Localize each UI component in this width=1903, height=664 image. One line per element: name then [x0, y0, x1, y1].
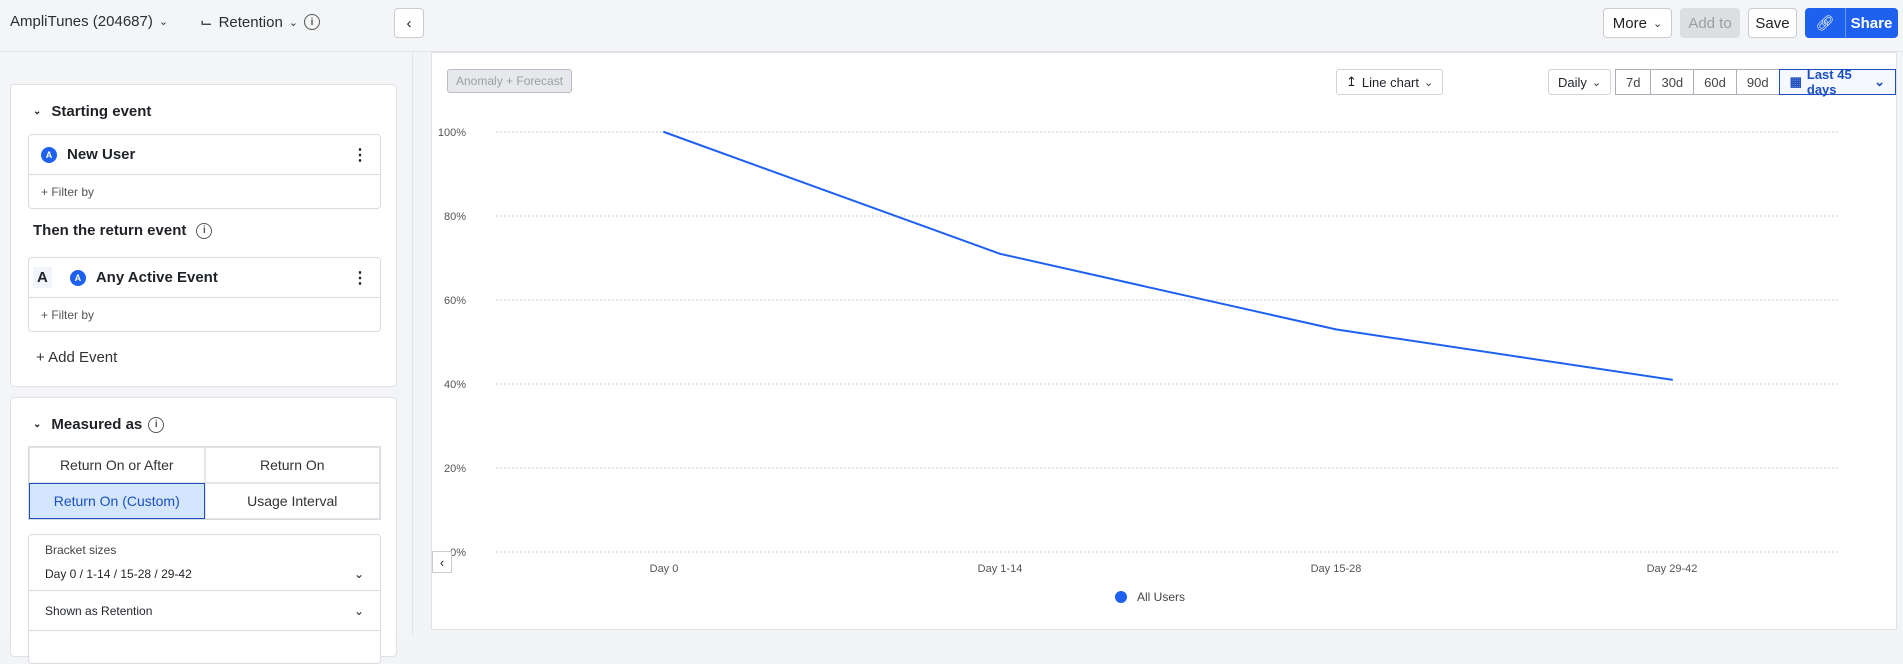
measure-mode-selector: Return On or After Return On Return On (…	[28, 446, 381, 520]
series-line	[663, 131, 1673, 381]
section-title: Starting event	[51, 103, 152, 120]
info-icon[interactable]: i	[196, 222, 213, 239]
option-return-on-or-after[interactable]: Return On or After	[29, 447, 205, 483]
data-point	[1335, 328, 1337, 331]
section-title: Measured as	[51, 416, 143, 433]
y-tick-label: 60%	[444, 295, 466, 307]
y-tick-label: 20%	[444, 463, 466, 475]
chevron-down-icon: ⌄	[1591, 76, 1602, 89]
bracket-value: Day 0 / 1-14 / 15-28 / 29-42	[45, 566, 192, 581]
legend-label[interactable]: All Users	[1137, 590, 1186, 604]
y-tick-label: 80%	[444, 211, 466, 223]
chart-type-value: Line chart	[1361, 74, 1419, 90]
starting-event-box: A New User ⋮ + Filter by	[28, 134, 381, 209]
section-title: Then the return event	[33, 222, 187, 239]
starting-event-header[interactable]: ⌄ Starting event	[33, 103, 151, 120]
y-tick-label: 0%	[450, 547, 466, 559]
chevron-down-icon: ⌄	[158, 16, 169, 28]
amplitude-event-icon: A	[69, 269, 86, 286]
chart-type-selector[interactable]: ⌙ Retention ⌄ i	[200, 13, 321, 31]
amplitude-event-icon: A	[41, 146, 57, 163]
data-point	[1671, 378, 1673, 381]
date-range-selector: 7d 30d 60d 90d ▦ Last 45 days ⌄	[1615, 67, 1896, 97]
event-letter: A	[33, 267, 52, 288]
shown-as-select[interactable]: Shown as Retention ⌄	[29, 591, 380, 631]
retention-icon: ⌙	[200, 14, 213, 31]
info-icon[interactable]: i	[304, 14, 321, 30]
bracket-label: Bracket sizes	[45, 543, 117, 557]
option-return-on[interactable]: Return On	[204, 447, 380, 483]
chevron-down-icon: ⌄	[33, 106, 42, 117]
interval-value: Daily	[1558, 74, 1587, 90]
chart-type-dropdown[interactable]: ↥ Line chart ⌄	[1336, 69, 1444, 95]
save-button[interactable]: Save	[1748, 8, 1797, 38]
chevron-down-icon: ⌄	[1874, 74, 1885, 89]
return-event-header: Then the return event i	[33, 222, 213, 239]
x-tick-label: Day 0	[650, 563, 679, 575]
left-panel: ⌄ Starting event A New User ⋮ + Filter by T…	[0, 52, 413, 664]
filter-by-button[interactable]: + Filter by	[41, 307, 95, 322]
range-label: Last 45 days	[1806, 67, 1852, 97]
range-last-45-days[interactable]: ▦ Last 45 days ⌄	[1778, 67, 1896, 97]
link-icon: 🔗︎	[1815, 15, 1835, 32]
chart-card: Anomaly + Forecast ↥ Line chart ⌄ Daily ⌄ 7…	[431, 52, 1897, 630]
retention-line-chart: 0% 20% 40% 60% 80% 100% Day 0 Day 1-14 Day 15-28…	[438, 127, 1840, 575]
event-name: New User	[67, 146, 136, 163]
bracket-select[interactable]: Day 0 / 1-14 / 15-28 / 29-42 ⌄	[29, 557, 380, 591]
bracket-settings: Bracket sizes Day 0 / 1-14 / 15-28 / 29-…	[28, 534, 381, 664]
chevron-down-icon: ⌄	[353, 603, 364, 618]
chart-type-label: Retention	[218, 13, 283, 31]
more-vertical-icon[interactable]: ⋮	[352, 146, 368, 164]
events-card: ⌄ Starting event A New User ⋮ + Filter by T…	[10, 84, 397, 387]
share-button[interactable]: Share	[1845, 8, 1898, 38]
add-event-button[interactable]: + Add Event	[36, 349, 118, 366]
measured-as-header[interactable]: ⌄ Measured as i	[33, 416, 165, 433]
event-name: Any Active Event	[95, 269, 218, 286]
chevron-down-icon: ⌄	[288, 16, 299, 29]
chevron-left-icon: ‹	[439, 554, 445, 570]
copy-link-button[interactable]: 🔗︎	[1805, 8, 1845, 38]
event-new-user[interactable]: A New User ⋮	[29, 135, 380, 175]
y-tick-label: 40%	[444, 379, 466, 391]
filter-by-button[interactable]: + Filter by	[41, 184, 95, 199]
project-name: AmpliTunes (204687)	[10, 13, 153, 30]
info-icon[interactable]: i	[148, 416, 165, 433]
interval-dropdown[interactable]: Daily ⌄	[1548, 69, 1612, 95]
more-vertical-icon[interactable]: ⋮	[352, 269, 368, 287]
option-return-on-custom[interactable]: Return On (Custom)	[29, 483, 205, 519]
y-tick-label: 100%	[438, 127, 466, 139]
calendar-icon: ▦	[1789, 74, 1802, 89]
x-tick-label: Day 29-42	[1647, 563, 1698, 575]
shown-as-value: Shown as Retention	[45, 603, 153, 618]
chevron-down-icon: ⌄	[353, 566, 364, 581]
chevron-down-icon: ⌄	[33, 419, 42, 430]
option-usage-interval[interactable]: Usage Interval	[204, 483, 380, 519]
chevron-left-icon: ‹	[406, 14, 412, 32]
line-chart-icon: ↥	[1346, 74, 1357, 89]
more-label: More	[1612, 14, 1647, 32]
legend-swatch	[1115, 591, 1127, 603]
data-point	[663, 131, 665, 133]
add-to-button[interactable]: Add to	[1680, 8, 1740, 38]
more-button[interactable]: More ⌄	[1603, 8, 1672, 38]
project-selector[interactable]: AmpliTunes (204687) ⌄	[10, 13, 168, 30]
event-any-active[interactable]: A A Any Active Event ⋮	[29, 258, 380, 298]
chart-scroll-left-button[interactable]: ‹	[432, 551, 452, 573]
top-bar: AmpliTunes (204687) ⌄ ⌙ Retention ⌄ i ‹ More…	[0, 0, 1903, 52]
anomaly-forecast-button[interactable]: Anomaly + Forecast	[447, 69, 573, 93]
x-tick-label: Day 1-14	[978, 563, 1023, 575]
data-point	[999, 252, 1001, 255]
chevron-down-icon: ⌄	[1424, 76, 1434, 89]
chart-legend: All Users	[1115, 590, 1185, 604]
x-tick-label: Day 15-28	[1311, 563, 1362, 575]
measured-card: ⌄ Measured as i Return On or After Return …	[10, 397, 397, 664]
return-event-box: A A Any Active Event ⋮ + Filter by	[28, 257, 381, 332]
chevron-down-icon: ⌄	[1652, 17, 1663, 30]
collapse-panel-button[interactable]: ‹	[394, 8, 424, 38]
